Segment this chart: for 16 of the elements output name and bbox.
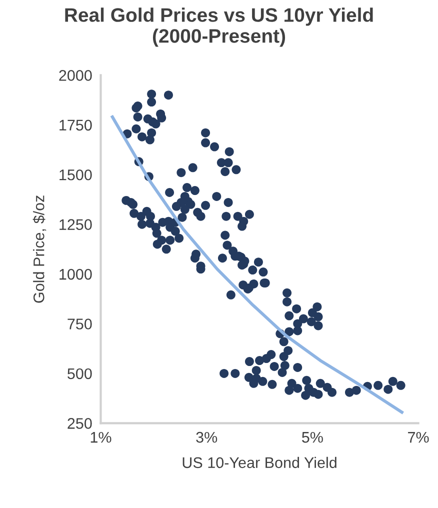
- y-tick-label: 500: [68, 368, 92, 380]
- chart-title: Real Gold Prices vs US 10yr Yield (2000-Present): [65, 8, 373, 47]
- y-tick-label: 1250: [60, 219, 92, 230]
- y-tick-label: 750: [68, 318, 92, 330]
- y-tick-label: 1750: [60, 120, 92, 131]
- y-tick-label: 1500: [60, 169, 92, 180]
- y-tick-label: 250: [68, 418, 92, 429]
- y-tick-label: 1000: [60, 268, 92, 280]
- line-series: [110, 115, 404, 414]
- x-tick-label: 5%: [302, 432, 323, 443]
- x-axis-title: US 10-Year Bond Yield: [182, 456, 336, 468]
- y-axis-title: Gold Price, $/oz: [32, 196, 46, 303]
- y-tick-label: 2000: [59, 70, 92, 81]
- x-tick-label: 3%: [196, 432, 218, 443]
- x-tick-label: 1%: [90, 432, 112, 443]
- x-tick-label: 7%: [408, 432, 429, 443]
